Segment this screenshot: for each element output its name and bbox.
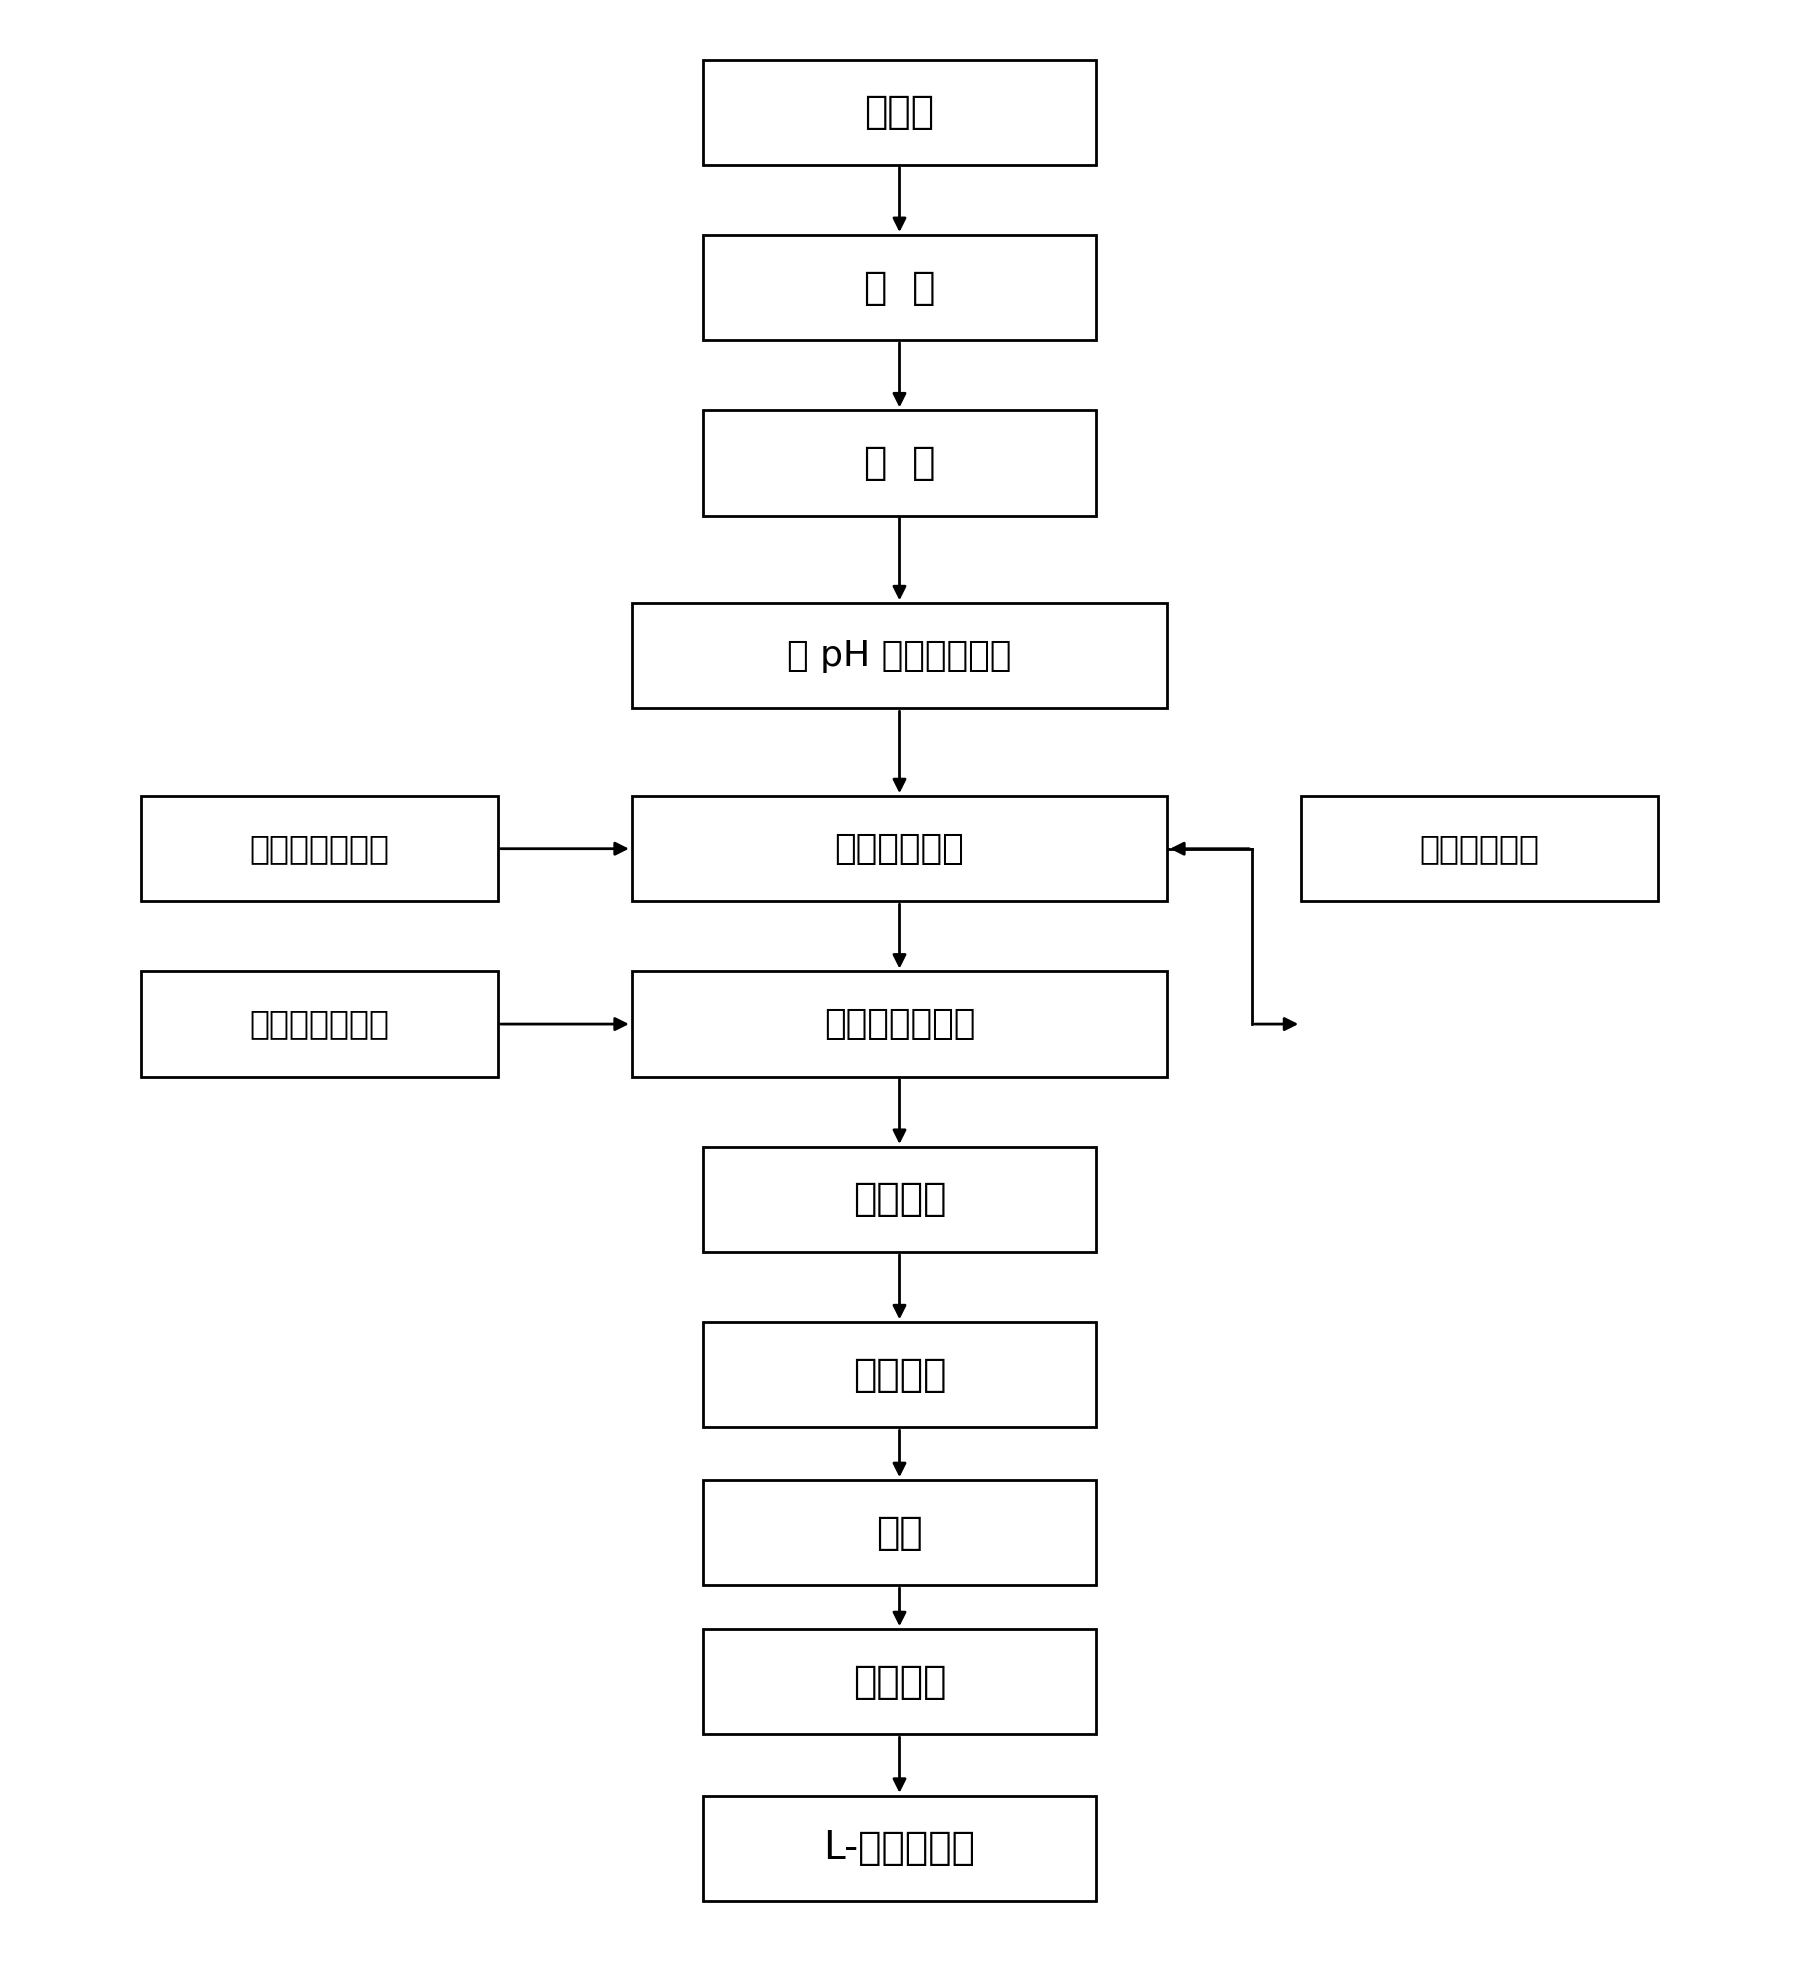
Text: 调 pH 值和离子强度: 调 pH 值和离子强度 <box>788 639 1010 673</box>
Text: 制备反胶团溶液: 制备反胶团溶液 <box>250 833 388 864</box>
FancyBboxPatch shape <box>140 971 498 1076</box>
FancyBboxPatch shape <box>631 603 1167 708</box>
Text: 超  滤: 超 滤 <box>863 443 935 483</box>
Text: 一级纳滤: 一级纳滤 <box>852 1181 946 1218</box>
Text: 二级纳滤: 二级纳滤 <box>852 1355 946 1394</box>
Text: 离心干燥: 离心干燥 <box>852 1663 946 1701</box>
FancyBboxPatch shape <box>140 795 498 902</box>
FancyBboxPatch shape <box>703 59 1095 164</box>
Text: 三级逆流反萃取: 三级逆流反萃取 <box>823 1007 975 1040</box>
FancyBboxPatch shape <box>703 409 1095 516</box>
Text: L-色氨酸晶体: L-色氨酸晶体 <box>823 1830 975 1867</box>
FancyBboxPatch shape <box>631 795 1167 902</box>
FancyBboxPatch shape <box>703 1147 1095 1252</box>
FancyBboxPatch shape <box>631 971 1167 1076</box>
FancyBboxPatch shape <box>703 235 1095 340</box>
Text: 制备反萃取水相: 制备反萃取水相 <box>250 1007 388 1040</box>
Text: 微  滤: 微 滤 <box>863 269 935 307</box>
Text: 回收有机溶剂: 回收有机溶剂 <box>1419 833 1539 864</box>
FancyBboxPatch shape <box>703 1796 1095 1901</box>
FancyBboxPatch shape <box>703 1480 1095 1584</box>
Text: 三级逆流萃取: 三级逆流萃取 <box>834 831 964 866</box>
Text: 结晶: 结晶 <box>876 1513 922 1551</box>
FancyBboxPatch shape <box>703 1321 1095 1428</box>
FancyBboxPatch shape <box>1300 795 1658 902</box>
FancyBboxPatch shape <box>703 1630 1095 1735</box>
Text: 发酵液: 发酵液 <box>865 93 933 131</box>
